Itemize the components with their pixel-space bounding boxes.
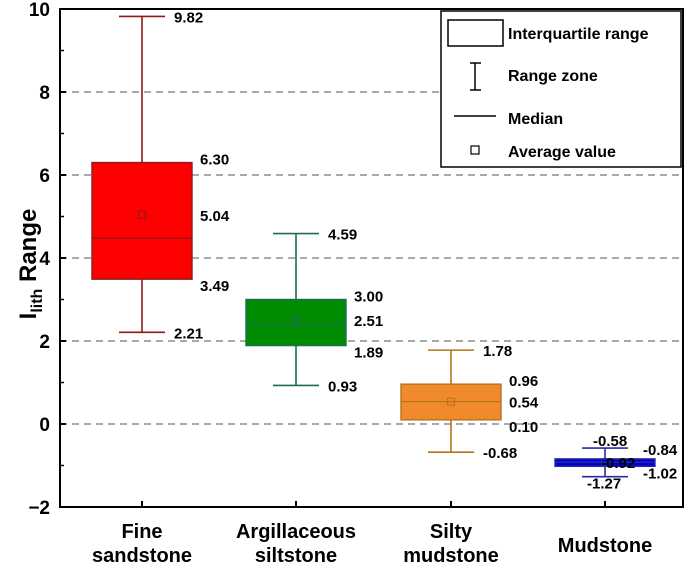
label-min-2: -0.68	[483, 445, 517, 462]
label-q1-3: -1.02	[643, 465, 677, 482]
y-tick-label-3: 4	[39, 249, 50, 270]
label-mean-3: -0.92	[601, 455, 635, 472]
box-3	[554, 447, 656, 478]
label-q1-0: 3.49	[200, 278, 229, 295]
label-mean-2: 0.54	[509, 395, 539, 412]
x-category-label-1-line-0: Argillaceous	[236, 521, 356, 543]
legend-iqr-swatch	[447, 19, 504, 47]
legend-frame	[440, 10, 682, 168]
y-axis-label-main: I	[15, 313, 42, 320]
boxes-layer	[91, 15, 656, 478]
x-category-label-2-line-0: Silty	[430, 521, 473, 543]
label-q3-0: 6.30	[200, 152, 229, 169]
y-axis-label: Ilith Range	[15, 209, 46, 320]
iqr-box-0	[91, 161, 193, 280]
box-1	[245, 232, 347, 387]
legend-mean-swatch	[470, 145, 480, 155]
label-max-3: -0.58	[593, 433, 627, 450]
y-axis-label-suffix: Range	[15, 209, 42, 289]
label-min-3: -1.27	[587, 476, 621, 493]
x-category-label-0-line-0: Fine	[121, 521, 162, 543]
mean-marker-1	[291, 315, 301, 324]
label-q1-2: 0.10	[509, 419, 538, 436]
x-category-label-1-line-1: siltstone	[255, 545, 337, 567]
box-2	[400, 349, 502, 454]
legend-median-label: Median	[508, 111, 563, 128]
y-tick-label-0: −2	[28, 498, 50, 519]
label-q3-2: 0.96	[509, 373, 538, 390]
legend-mean-label: Average value	[508, 144, 616, 161]
label-mean-0: 5.04	[200, 208, 230, 225]
label-mean-1: 2.51	[354, 313, 383, 330]
y-tick-label-6: 10	[29, 0, 50, 21]
x-category-label-0-line-1: sandstone	[92, 545, 192, 567]
y-tick-label-4: 6	[39, 166, 50, 187]
label-q1-1: 1.89	[354, 345, 383, 362]
label-min-0: 2.21	[174, 325, 203, 342]
y-tick-label-1: 0	[39, 415, 50, 436]
legend-range-label: Range zone	[508, 68, 598, 85]
x-category-label-2-line-1: mudstone	[403, 545, 499, 567]
legend: Interquartile range Range zone Median Av…	[440, 10, 682, 168]
mean-marker-2	[446, 397, 456, 406]
y-axis-label-subscript: lith	[29, 289, 46, 313]
y-tick-label-2: 2	[39, 332, 50, 353]
label-max-1: 4.59	[328, 227, 357, 244]
mean-marker-3	[600, 458, 610, 467]
legend-range-swatch	[470, 62, 481, 91]
iqr-box-1	[245, 298, 347, 347]
x-category-label-3-line-0: Mudstone	[558, 535, 652, 557]
label-max-0: 9.82	[174, 9, 203, 26]
data-labels-layer: 9.82 6.30 5.04 3.49 2.21 4.59 3.00 2.51 1.89 0.93…	[174, 9, 678, 492]
y-tick-label-5: 8	[39, 83, 50, 104]
legend-iqr-label: Interquartile range	[508, 26, 649, 43]
label-q3-1: 3.00	[354, 289, 383, 306]
label-min-1: 0.93	[328, 378, 357, 395]
mean-marker-0	[137, 210, 147, 219]
label-q3-3: -0.84	[643, 442, 678, 459]
box-0	[91, 15, 193, 334]
label-max-2: 1.78	[483, 343, 512, 360]
